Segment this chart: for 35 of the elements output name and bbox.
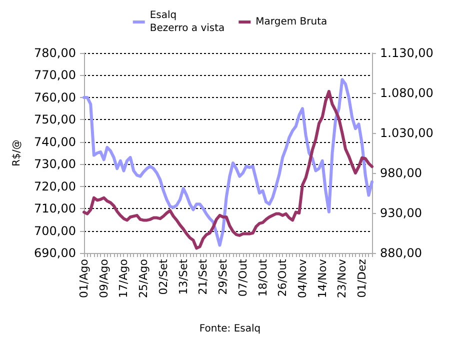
y-tick-label: 750,00 (34, 112, 76, 127)
y-tick-label: 710,00 (34, 202, 76, 216)
y2-tick-label: 880,00 (380, 246, 422, 260)
x-tick-label: 25/Ago (137, 258, 150, 298)
x-tick-label: 13/Set (176, 258, 190, 295)
y2-tick-label: 930,00 (380, 206, 422, 220)
x-tick-label: 01/Ago (78, 258, 90, 298)
source-note: Fonte: Esalq (199, 324, 261, 334)
y2-tick-label: 1.030,00 (380, 126, 434, 140)
y-tick-label: 780,00 (34, 46, 76, 60)
y-tick-label: 760,00 (34, 90, 76, 104)
y-tick-label: 690,00 (34, 246, 76, 260)
y-tick-label: 730,00 (34, 157, 76, 172)
x-tick-label: 02/Set (156, 258, 170, 295)
x-tick-label: 09/Ago (97, 258, 110, 298)
y-axis-title: R$/@ (12, 140, 22, 166)
x-tick-label: 29/Set (216, 258, 230, 295)
y2-tick-label: 980,00 (380, 166, 422, 180)
y-tick-label: 700,00 (34, 224, 76, 238)
x-tick-label: 01/Dez (356, 258, 369, 298)
x-tick-label: 07/Out (236, 258, 250, 297)
legend-label: Margem Bruta (256, 16, 328, 28)
x-tick-label: 04/Nov (296, 258, 309, 298)
x-tick-label: 23/Nov (336, 258, 349, 298)
x-tick-label: 26/Out (276, 258, 290, 297)
x-tick-label: 14/Nov (316, 258, 329, 298)
x-tick-label: 21/Set (196, 258, 210, 295)
x-tick-label: 18/Out (256, 258, 270, 297)
x-tick-label: 17/Ago (117, 258, 130, 298)
y-tick-label: 720,00 (34, 179, 76, 194)
y-tick-label: 770,00 (34, 68, 76, 82)
legend-label: Esalq Bezerro a vista (150, 10, 225, 34)
y2-tick-label: 1.130,00 (380, 46, 434, 60)
y2-tick-label: 1.080,00 (380, 86, 434, 100)
y-tick-label: 740,00 (34, 134, 76, 149)
